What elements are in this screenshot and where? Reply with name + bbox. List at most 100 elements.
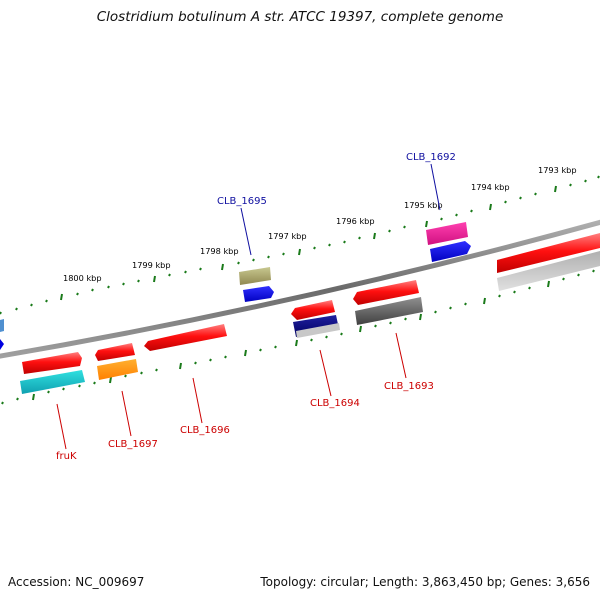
gene-feature-edge-light[interactable] (0, 319, 4, 332)
gene-feature-fruk[interactable] (20, 370, 85, 394)
ruler-tick (184, 270, 187, 274)
gene-feature-clb-1697-red[interactable] (95, 343, 135, 361)
ruler-tick (498, 294, 501, 298)
ruler-tick-major (419, 313, 422, 321)
ruler-tick (388, 229, 391, 233)
ruler-tick (155, 368, 158, 372)
ruler-tick (93, 381, 96, 385)
gene-label-clb-1692[interactable]: CLB_1692 (406, 152, 456, 163)
ruler-tick (534, 192, 537, 196)
ruler-tick (528, 286, 531, 290)
gene-feature-clb-1692[interactable] (426, 222, 468, 245)
gene-feature-clb-1694-grey[interactable] (296, 323, 340, 338)
ruler-tick-major (298, 248, 301, 256)
ruler-tick (45, 299, 48, 303)
ruler-tick-major (179, 362, 182, 370)
ruler-tick (237, 261, 240, 265)
kbp-label-1794: 1794 kbp (471, 182, 510, 192)
gene-feature-right-grey[interactable] (497, 251, 600, 291)
ruler-tick (562, 277, 565, 281)
gene-feature-right-red[interactable] (497, 233, 600, 273)
ruler-tick-major (60, 293, 63, 301)
ruler-tick (91, 288, 94, 292)
ruler-tick (224, 355, 227, 359)
ruler-tick (569, 183, 572, 187)
gene-label-clb-1697[interactable]: CLB_1697 (108, 439, 158, 450)
gene-label-clb-1695[interactable]: CLB_1695 (217, 196, 267, 207)
ruler-tick (30, 303, 33, 307)
ruler-tick (15, 307, 18, 311)
connector-clb-1692 (430, 163, 441, 211)
gene-feature-clb-1693[interactable] (355, 297, 423, 325)
kbp-label-1795: 1795 kbp (404, 200, 443, 210)
ruler-tick (140, 371, 143, 375)
gene-feature-clb-1693-red[interactable] (353, 280, 419, 305)
ruler-tick-major (483, 297, 486, 305)
ruler-tick (504, 200, 507, 204)
ruler-tick (325, 335, 328, 339)
ruler-tick (404, 317, 407, 321)
ruler-tick (199, 267, 202, 271)
connector-clb-1695 (240, 207, 252, 256)
ruler-tick (470, 209, 473, 213)
ruler-tick (434, 310, 437, 314)
map-title: Clostridium botulinum A str. ATCC 19397,… (96, 9, 504, 25)
ruler-tick (584, 179, 587, 183)
reverse-strand-features (20, 251, 600, 394)
ruler-tick-major (554, 185, 557, 193)
ruler-tick (267, 255, 270, 259)
kbp-label-1793: 1793 kbp (538, 165, 577, 175)
ruler-tick (403, 225, 406, 229)
ruler-tick (168, 273, 171, 277)
genome-backbone (0, 219, 600, 359)
ruler-tick-major (221, 263, 224, 271)
ruler-tick-major (373, 232, 376, 240)
label-connectors (56, 163, 441, 450)
gene-feature-fruk-red[interactable] (22, 352, 82, 374)
gene-label-clb-1694[interactable]: CLB_1694 (310, 398, 360, 409)
gene-feature-clb-1694-red[interactable] (291, 300, 335, 320)
ruler-tick (194, 361, 197, 365)
ruler-tick (449, 306, 452, 310)
gene-feature-clb-1696[interactable] (144, 324, 227, 351)
forward-strand-features (0, 222, 600, 350)
ruler-tick (519, 196, 522, 200)
ruler-tick (252, 258, 255, 262)
kbp-label-1797: 1797 kbp (268, 231, 307, 241)
ruler-tick (440, 217, 443, 221)
kbp-label-1800: 1800 kbp (63, 273, 102, 283)
gene-label-clb-1696[interactable]: CLB_1696 (180, 425, 230, 436)
ruler-tick (122, 282, 125, 286)
gene-label-fruk[interactable]: fruK (56, 451, 77, 462)
gene-feature-edge-blue[interactable] (0, 339, 4, 350)
ruler-tick (78, 384, 81, 388)
ruler-tick (16, 397, 19, 401)
connector-clb-1694 (319, 349, 332, 397)
kbp-label-1799: 1799 kbp (132, 260, 171, 270)
ruler-tick (1, 401, 4, 405)
ruler-tick (137, 279, 140, 283)
ruler-tick (313, 246, 316, 250)
ruler-tick-major (425, 220, 428, 228)
ruler-tick (124, 374, 127, 378)
gene-feature-clb-1695[interactable] (239, 267, 271, 285)
ruler-tick (343, 240, 346, 244)
ruler-tick (274, 345, 277, 349)
ruler-tick (513, 290, 516, 294)
ruler-tick (358, 236, 361, 240)
ruler-tick (592, 269, 595, 273)
connector-clb-1696 (192, 377, 203, 424)
ruler-tick-major (359, 325, 362, 333)
gene-feature-blue-1[interactable] (243, 286, 274, 302)
gene-feature-clb-1697[interactable] (97, 359, 138, 380)
gene-label-clb-1693[interactable]: CLB_1693 (384, 381, 434, 392)
ruler-tick (76, 292, 79, 296)
ruler-tick (374, 324, 377, 328)
ruler-tick (62, 387, 65, 391)
ruler-tick-major (489, 203, 492, 211)
ruler-tick (209, 358, 212, 362)
ruler-tick (464, 302, 467, 306)
ruler-tick-major (547, 280, 550, 288)
gene-feature-blue-2[interactable] (430, 241, 471, 262)
